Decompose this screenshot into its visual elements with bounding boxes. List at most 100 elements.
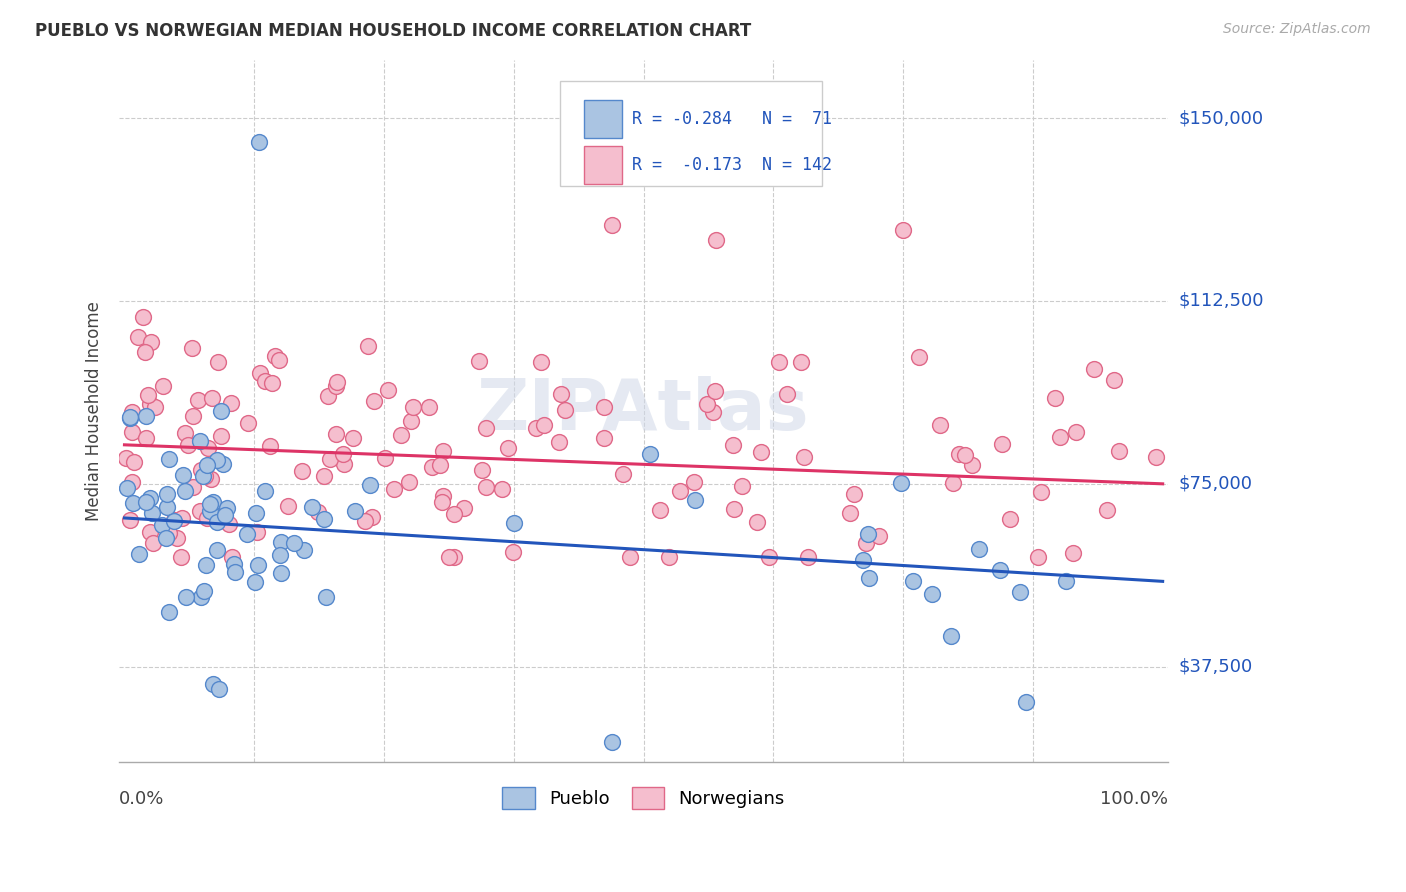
Point — [249, 367, 271, 381]
Point — [188, 504, 211, 518]
Point — [191, 469, 214, 483]
Point — [363, 394, 385, 409]
Point — [277, 499, 299, 513]
Point — [856, 526, 879, 541]
Point — [217, 501, 239, 516]
Point — [747, 515, 769, 529]
Point — [224, 565, 246, 579]
Point — [939, 629, 962, 643]
Point — [988, 563, 1011, 577]
Point — [224, 558, 246, 572]
Point — [593, 431, 616, 445]
Point — [121, 425, 143, 440]
Point — [496, 442, 519, 456]
Point — [193, 583, 215, 598]
Point — [212, 457, 235, 471]
Point — [124, 455, 146, 469]
Point — [207, 516, 229, 530]
Point — [214, 508, 236, 522]
Point — [471, 463, 494, 477]
Point — [749, 444, 772, 458]
Point — [838, 506, 860, 520]
Point — [332, 447, 354, 461]
FancyBboxPatch shape — [583, 146, 621, 184]
Point — [908, 351, 931, 365]
Point — [307, 506, 329, 520]
Text: ZIPAtlas: ZIPAtlas — [477, 376, 810, 445]
Point — [201, 677, 224, 691]
Point — [121, 405, 143, 419]
Point — [174, 590, 197, 604]
Text: PUEBLO VS NORWEGIAN MEDIAN HOUSEHOLD INCOME CORRELATION CHART: PUEBLO VS NORWEGIAN MEDIAN HOUSEHOLD INC… — [35, 22, 751, 40]
Point — [139, 491, 162, 505]
Point — [190, 463, 212, 477]
Point — [953, 448, 976, 462]
Point — [163, 514, 186, 528]
Point — [793, 450, 815, 464]
Point — [172, 468, 194, 483]
Point — [118, 513, 141, 527]
Point — [357, 338, 380, 352]
Point — [181, 409, 204, 423]
Point — [172, 510, 194, 524]
Point — [890, 475, 912, 490]
Point — [135, 409, 157, 423]
Point — [548, 434, 571, 449]
Point — [264, 349, 287, 363]
Point — [194, 558, 217, 573]
Point — [790, 355, 813, 369]
Point — [115, 482, 138, 496]
Point — [139, 525, 162, 540]
Point — [389, 427, 412, 442]
Point — [998, 512, 1021, 526]
Point — [292, 542, 315, 557]
Text: $150,000: $150,000 — [1180, 109, 1264, 128]
Point — [200, 472, 222, 486]
Point — [1108, 444, 1130, 458]
Point — [702, 405, 724, 419]
Point — [399, 413, 422, 427]
Point — [453, 500, 475, 515]
Point — [115, 451, 138, 466]
Point — [270, 535, 292, 549]
Point — [962, 458, 984, 472]
Point — [704, 384, 727, 398]
Legend: Pueblo, Norwegians: Pueblo, Norwegians — [495, 780, 792, 816]
Point — [619, 549, 641, 564]
Point — [723, 438, 745, 452]
Point — [1054, 574, 1077, 588]
Point — [990, 436, 1012, 450]
Point — [377, 383, 399, 397]
Point — [842, 487, 865, 501]
Point — [301, 500, 323, 515]
Point — [181, 341, 204, 355]
Point — [122, 496, 145, 510]
Point — [491, 482, 513, 496]
Point — [157, 526, 180, 541]
Point — [696, 397, 718, 411]
Point — [502, 516, 524, 530]
Point — [758, 549, 780, 564]
Point — [550, 387, 572, 401]
FancyBboxPatch shape — [583, 100, 621, 138]
Point — [533, 417, 555, 432]
Point — [602, 219, 624, 233]
Point — [156, 486, 179, 500]
Point — [187, 393, 209, 408]
Point — [1064, 425, 1087, 439]
Point — [593, 401, 616, 415]
Point — [901, 574, 924, 589]
Point — [325, 427, 347, 442]
Point — [948, 447, 970, 461]
Point — [174, 483, 197, 498]
Point — [638, 447, 661, 461]
Point — [246, 525, 269, 540]
Point — [768, 354, 790, 368]
Point — [354, 514, 377, 528]
Text: $75,000: $75,000 — [1180, 475, 1253, 492]
Point — [475, 421, 498, 435]
Point — [121, 475, 143, 490]
Point — [141, 506, 163, 520]
Point — [247, 558, 270, 572]
Point — [921, 586, 943, 600]
